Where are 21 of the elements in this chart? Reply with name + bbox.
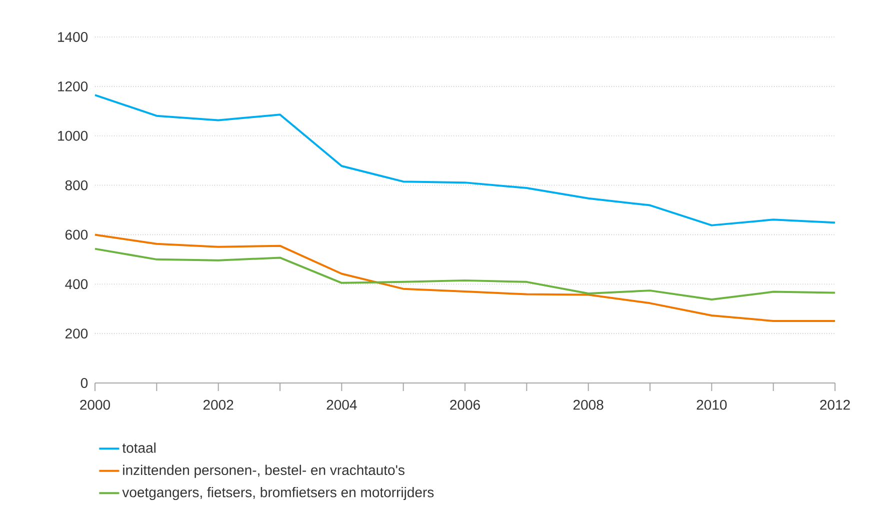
x-tick-label: 2008 — [573, 400, 604, 410]
y-tick-label: 400 — [65, 279, 88, 290]
x-tick-label: 2012 — [820, 400, 850, 410]
line-series — [94, 234, 836, 322]
legend-label: inzittenden personen-, bestel- en vrachtauto's — [123, 464, 404, 478]
y-tick-label: 600 — [65, 230, 88, 240]
x-tick-label: 2002 — [203, 400, 234, 410]
y-tick-label: 1000 — [58, 130, 88, 141]
y-tick-label: 1400 — [58, 32, 88, 42]
y-tick-label: 1200 — [58, 81, 88, 92]
legend-label: voetgangers, fietsers, bromfietsers en motorrijders — [122, 487, 434, 500]
y-tick-label: 200 — [65, 328, 88, 339]
line-series — [94, 94, 836, 226]
y-tick-label: 0 — [80, 378, 88, 388]
legend-label: totaal — [122, 442, 156, 453]
x-tick-label: 2010 — [696, 400, 727, 410]
x-tick-label: 2006 — [450, 400, 480, 410]
x-tick-label: 2004 — [326, 400, 357, 410]
y-tick-label: 800 — [65, 180, 88, 190]
line-series — [94, 248, 836, 300]
x-tick-label: 2000 — [80, 400, 110, 410]
